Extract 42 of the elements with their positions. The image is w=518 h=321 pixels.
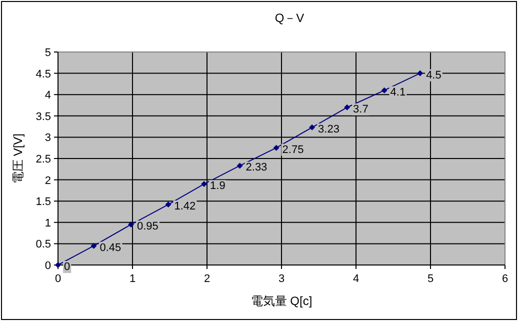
- data-label: 4.5: [426, 69, 442, 82]
- data-label: 3.7: [353, 103, 368, 116]
- point: [381, 87, 388, 94]
- x-axis-title: 電気量 Q[c]: [250, 294, 312, 308]
- point: [273, 144, 280, 151]
- data-label: 0.45: [100, 242, 122, 254]
- data-label: 0: [64, 261, 70, 273]
- point: [344, 104, 350, 110]
- chart-title: Q－V: [274, 11, 304, 25]
- data-label: 2.33: [246, 162, 268, 174]
- point: [236, 162, 243, 169]
- point: [309, 124, 316, 130]
- data-label: 3.23: [318, 123, 340, 136]
- data-label: 1.42: [174, 200, 196, 213]
- point: [201, 181, 208, 188]
- y-tick-label: 4: [44, 90, 51, 102]
- point: [165, 202, 172, 208]
- y-axis-title: 電圧 V[V]: [11, 133, 25, 184]
- y-tick-label: 1: [44, 217, 51, 230]
- y-tick-label: 5: [44, 47, 51, 59]
- x-tick-label: 4: [352, 273, 360, 285]
- data-label: 2.75: [282, 144, 304, 156]
- point: [417, 70, 424, 76]
- x-tick-label: 0: [54, 273, 62, 285]
- y-tick-label: 0: [44, 260, 51, 272]
- data-label: 0.95: [137, 220, 158, 233]
- y-tick-label: 2: [44, 174, 51, 187]
- y-tick-label: 2.5: [36, 154, 51, 166]
- x-tick-label: 5: [427, 273, 434, 285]
- point: [90, 242, 97, 249]
- y-tick-label: 4.5: [36, 68, 51, 80]
- y-tick-label: 1.5: [36, 196, 51, 208]
- data-label: 4.1: [390, 86, 406, 98]
- x-tick-label: 3: [278, 273, 285, 285]
- x-tick-label: 1: [129, 273, 136, 285]
- x-tick-label: 2: [204, 273, 210, 285]
- data-label: 1.9: [210, 180, 226, 192]
- y-tick-label: 3.5: [36, 110, 51, 123]
- y-tick-label: 0.5: [36, 238, 51, 251]
- y-tick-label: 3: [44, 132, 51, 144]
- point: [128, 222, 134, 228]
- x-tick-label: 6: [502, 273, 508, 285]
